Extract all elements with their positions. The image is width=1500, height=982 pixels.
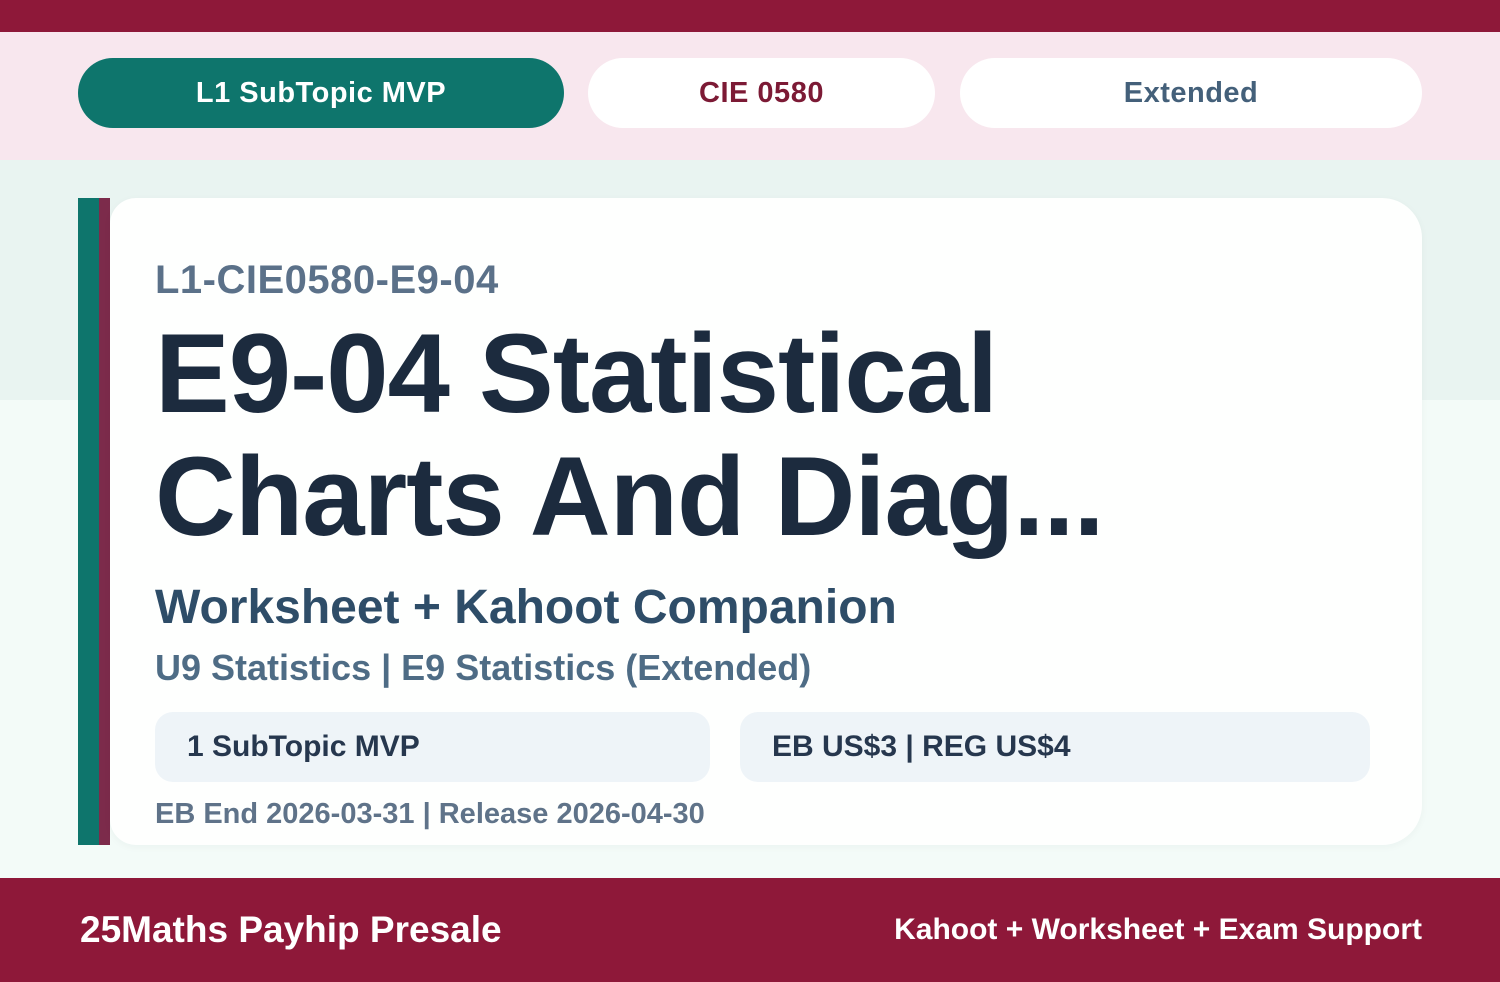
footer-brand: 25Maths Payhip Presale (80, 909, 502, 950)
badge-tier-label: Extended (1123, 76, 1259, 109)
product-card: L1-CIE0580-E9-04 E9-04 Statistical Chart… (78, 198, 1422, 845)
badge-course-label: CIE 0580 (699, 76, 824, 109)
product-code: L1-CIE0580-E9-04 (155, 258, 499, 302)
footer: 25Maths Payhip Presale Kahoot + Workshee… (0, 878, 1500, 982)
release-dates: EB End 2026-03-31 | Release 2026-04-30 (155, 798, 705, 831)
card-accent-maroon-bar (99, 198, 110, 845)
info-pill-price-label: EB US$3 | REG US$4 (772, 730, 1071, 764)
badge-tier-extended: Extended (960, 58, 1422, 128)
badge-band: L1 SubTopic MVP CIE 0580 Extended (0, 32, 1500, 160)
info-pill-subtopic: 1 SubTopic MVP (155, 712, 710, 783)
info-pill-row: 1 SubTopic MVP EB US$3 | REG US$4 (155, 712, 1372, 783)
product-subtitle: Worksheet + Kahoot Companion (155, 581, 897, 635)
card-body: L1-CIE0580-E9-04 E9-04 Statistical Chart… (110, 198, 1422, 845)
badge-level-l1-subtopic-mvp: L1 SubTopic MVP (78, 58, 564, 128)
card-accent-teal-bar (78, 198, 99, 845)
badge-level-label: L1 SubTopic MVP (195, 76, 447, 109)
info-pill-price: EB US$3 | REG US$4 (740, 712, 1370, 783)
info-pill-subtopic-label: 1 SubTopic MVP (187, 730, 420, 764)
main-background: L1-CIE0580-E9-04 E9-04 Statistical Chart… (0, 160, 1500, 878)
badge-course-cie-0580: CIE 0580 (588, 58, 935, 128)
top-accent-bar (0, 0, 1500, 32)
product-topics: U9 Statistics | E9 Statistics (Extended) (155, 647, 812, 689)
footer-tagline: Kahoot + Worksheet + Exam Support (894, 913, 1422, 946)
product-title: E9-04 Statistical Charts And Diag... (155, 311, 1105, 560)
